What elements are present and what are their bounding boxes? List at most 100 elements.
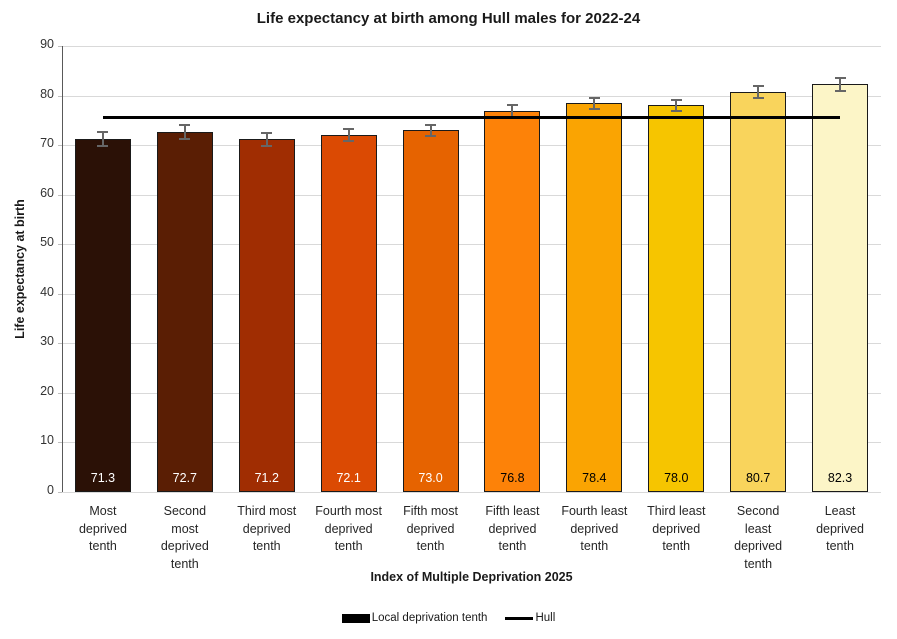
bar [566,103,623,492]
bar-value-label: 82.3 [827,471,853,485]
gridline [62,244,881,246]
error-bar-stem [675,99,678,112]
bar-value-label: 73.0 [418,471,443,485]
y-tick-label: 50 [40,235,54,250]
y-axis-line [62,46,63,492]
error-bar-cap-bottom [97,144,109,147]
bar-value-label: 71.3 [90,471,116,485]
bar [74,138,131,492]
bar [238,139,295,492]
y-tick-label: 20 [40,383,54,398]
hull-reference-line [102,116,841,120]
bar [484,111,541,492]
y-tick-label: 70 [40,136,54,151]
y-tick-mark [58,46,62,47]
error-bar-cap-top [179,123,191,126]
bar-value-label: 71.2 [254,471,279,485]
gridline [62,343,881,345]
hull-line-swatch [505,616,534,620]
y-tick-label: 90 [40,37,54,51]
x-category-label: Second least deprived tenth [734,504,783,571]
x-category-label: Least deprived tenth [816,504,865,553]
gridline [62,46,881,47]
bar-series-label: Local deprivation tenth [371,612,488,624]
y-tick-mark [58,392,62,394]
y-tick-mark [58,343,62,345]
bar-series-swatch [341,613,370,623]
error-bar-cap-top [752,85,764,88]
x-category-label: Most deprived tenth [78,504,127,553]
error-bar-cap-top [588,97,600,100]
x-category-label: Fifth least deprived tenth [485,504,540,553]
y-tick-mark [58,244,62,246]
x-category-label: Fourth most deprived tenth [315,504,382,553]
y-tick-label: 60 [40,185,54,200]
error-bar-stem [429,124,432,136]
x-axis-title: Index of Multiple Deprivation 2025 [370,570,573,584]
x-category-label: Fourth least deprived tenth [561,504,628,553]
bar [648,105,705,492]
bar [812,84,869,492]
gridline [62,194,881,196]
error-bar-cap-bottom [588,107,600,110]
gridline [62,442,881,444]
bar [402,130,459,492]
error-bar-stem [839,77,842,91]
bar [730,92,787,492]
y-tick-mark [58,145,62,147]
y-tick-mark [58,442,62,444]
error-bar-cap-top [97,130,109,133]
gridline [62,145,881,147]
error-bar-stem [265,132,268,146]
error-bar-cap-top [670,98,682,101]
x-category-label: Third most deprived tenth [237,504,297,553]
error-bar-cap-top [261,131,273,134]
error-bar-stem [347,128,350,141]
x-category-label: Second most deprived tenth [160,504,209,571]
gridline [62,492,881,493]
error-bar-cap-top [425,123,437,126]
bar-value-label: 76.8 [500,471,525,485]
bar-value-label: 78.4 [582,471,607,485]
error-bar-cap-bottom [834,89,846,92]
error-bar-cap-bottom [179,137,191,140]
y-tick-mark [58,293,62,295]
error-bar-cap-bottom [752,97,764,100]
error-bar-stem [511,104,514,118]
error-bar-cap-bottom [670,110,682,113]
bar-value-label: 80.7 [745,471,771,485]
bar-value-label: 72.7 [172,471,198,485]
x-category-label: Fifth most deprived tenth [403,504,458,553]
error-bar-cap-bottom [261,144,273,147]
chart-title: Life expectancy at birth among Hull male… [256,10,641,27]
y-tick-label: 80 [40,86,54,101]
error-bar-stem [593,98,596,109]
y-tick-label: 40 [40,284,54,299]
y-tick-mark [58,194,62,196]
error-bar-cap-top [506,103,518,106]
hull-line-label: Hull [535,612,556,624]
gridline [62,392,881,394]
error-bar-cap-top [343,127,355,130]
bar [156,131,213,492]
gridline [62,293,881,295]
x-category-label: Third least deprived tenth [647,504,706,553]
error-bar-stem [757,86,760,99]
gridline [62,95,881,97]
legend: Local deprivation tenth Hull [0,609,897,627]
bar [320,134,377,492]
error-bar-cap-bottom [425,134,437,137]
y-tick-label: 0 [47,483,54,497]
y-tick-label: 10 [40,433,54,448]
bar-value-label: 72.1 [336,471,361,485]
error-bar-cap-top [834,76,846,79]
y-tick-mark [58,95,62,97]
y-tick-label: 30 [40,334,54,349]
error-bar-stem [183,124,186,139]
error-bar-stem [101,131,104,146]
error-bar-cap-bottom [343,139,355,142]
y-tick-mark [58,492,62,493]
bar-value-label: 78.0 [664,471,689,485]
